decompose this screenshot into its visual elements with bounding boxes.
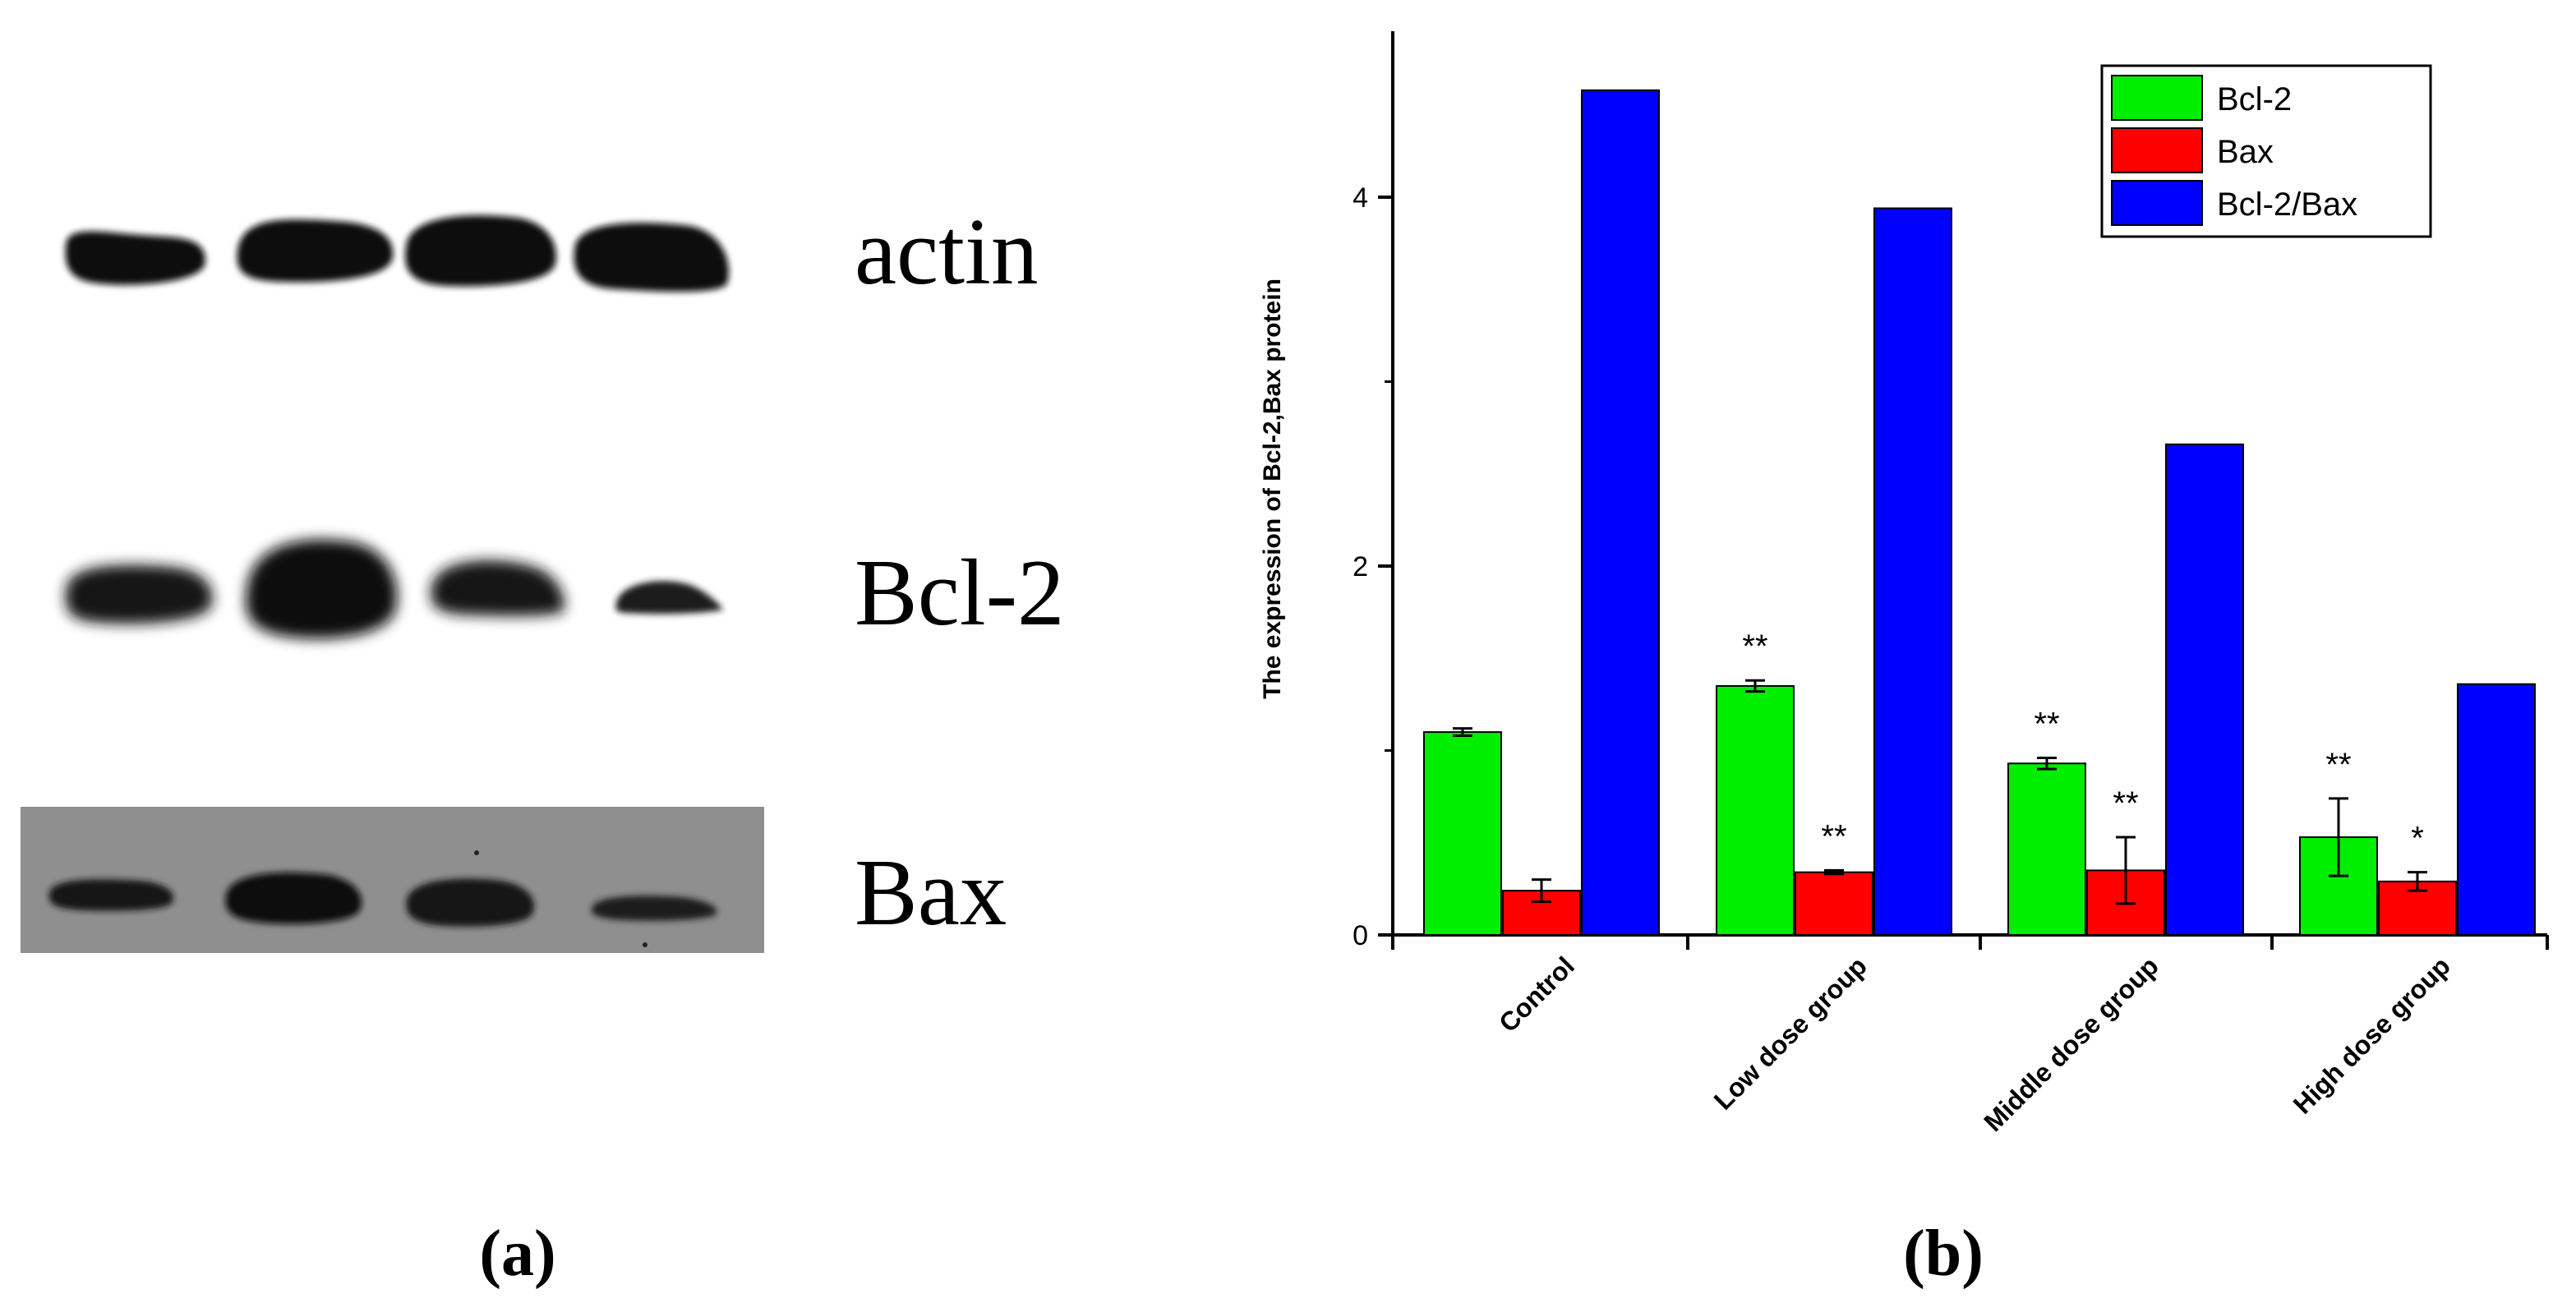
- significance-marker: **: [1821, 818, 1846, 854]
- y-tick-label: 4: [1353, 182, 1368, 214]
- chart-annotations: ***********: [1742, 628, 2423, 856]
- legend-entry: Bax: [2217, 134, 2274, 170]
- x-tick-label: High dose group: [2288, 951, 2456, 1119]
- significance-marker: **: [2034, 706, 2059, 742]
- significance-marker: **: [2113, 785, 2138, 822]
- legend-swatch: [2111, 75, 2203, 121]
- actin-band-label: actin: [855, 200, 1039, 304]
- legend-entry: Bcl-2: [2217, 81, 2292, 117]
- bar-bcl-2-2: [1716, 684, 1795, 936]
- bar-chart-panel: 024 *********** Control Low dose group Mid…: [1259, 31, 2549, 1290]
- chart-legend: Bcl-2 Bax Bcl-2/Bax: [2100, 64, 2432, 238]
- actin-band-row: [65, 215, 729, 292]
- x-tick-label: Middle dose group: [1978, 951, 2164, 1137]
- chart-x-tick-labels: Control Low dose group Middle dose group Hi…: [1493, 951, 2456, 1137]
- bar-bcl-2-4: [2299, 836, 2378, 936]
- significance-marker: **: [1742, 628, 1767, 665]
- legend-swatch: [2111, 127, 2203, 173]
- bar-bax-2: [1795, 871, 1873, 936]
- bcl2-band-lane-2: [246, 539, 398, 639]
- bar-bcl-2-bax-4: [2457, 683, 2536, 936]
- panel-a-label: (a): [479, 1218, 555, 1290]
- bar-bcl-2-3: [2007, 762, 2086, 936]
- bax-band-lane-3: [406, 878, 535, 927]
- chart-error-bars: [1453, 679, 2427, 905]
- bcl2-band-lane-3: [431, 560, 565, 616]
- bax-band-lane-2: [225, 872, 362, 924]
- bcl2-band-label: Bcl-2: [855, 541, 1065, 645]
- bax-band-lane-4: [591, 896, 717, 921]
- bax-band-lane-1: [48, 879, 174, 911]
- bar-bcl-2-bax-2: [1873, 207, 1952, 937]
- bar-bax-4: [2378, 880, 2457, 936]
- bcl2-band-lane-1: [65, 564, 213, 624]
- bar-bcl-2-bax-3: [2165, 443, 2244, 936]
- bax-band-label: Bax: [855, 840, 1007, 945]
- bax-band-row: [21, 807, 764, 953]
- y-tick-label: 2: [1353, 551, 1368, 582]
- bax-membrane-background: [21, 807, 764, 953]
- significance-marker: **: [2325, 747, 2351, 783]
- bar-bcl-2-bax-1: [1581, 89, 1660, 936]
- bar-bcl-2-1: [1423, 731, 1502, 936]
- legend-swatch: [2111, 180, 2203, 226]
- chart-bars: [1423, 89, 2536, 937]
- bcl2-band-lane-4: [615, 581, 723, 615]
- y-tick-label: 0: [1353, 920, 1368, 951]
- actin-band-lane-1: [65, 231, 205, 285]
- panel-b-label: (b): [1903, 1218, 1984, 1290]
- bax-membrane-shade: [21, 807, 764, 953]
- actin-band-lane-3: [405, 215, 556, 287]
- x-tick-label: Low dose group: [1708, 951, 1873, 1115]
- actin-band-lane-2: [237, 219, 394, 283]
- actin-band-lane-4: [574, 223, 729, 292]
- x-tick-label: Control: [1493, 951, 1580, 1038]
- bax-membrane-speck: [474, 850, 479, 855]
- significance-marker: *: [2411, 821, 2424, 857]
- western-blot-panel: actin Bcl-2 Bax (a): [21, 200, 1065, 1290]
- bax-membrane-speck: [643, 942, 647, 947]
- legend-entry: Bcl-2/Bax: [2217, 186, 2357, 223]
- y-axis-label: The expression of Bcl-2,Bax protein: [1259, 279, 1286, 699]
- bcl2-band-row: [65, 539, 723, 639]
